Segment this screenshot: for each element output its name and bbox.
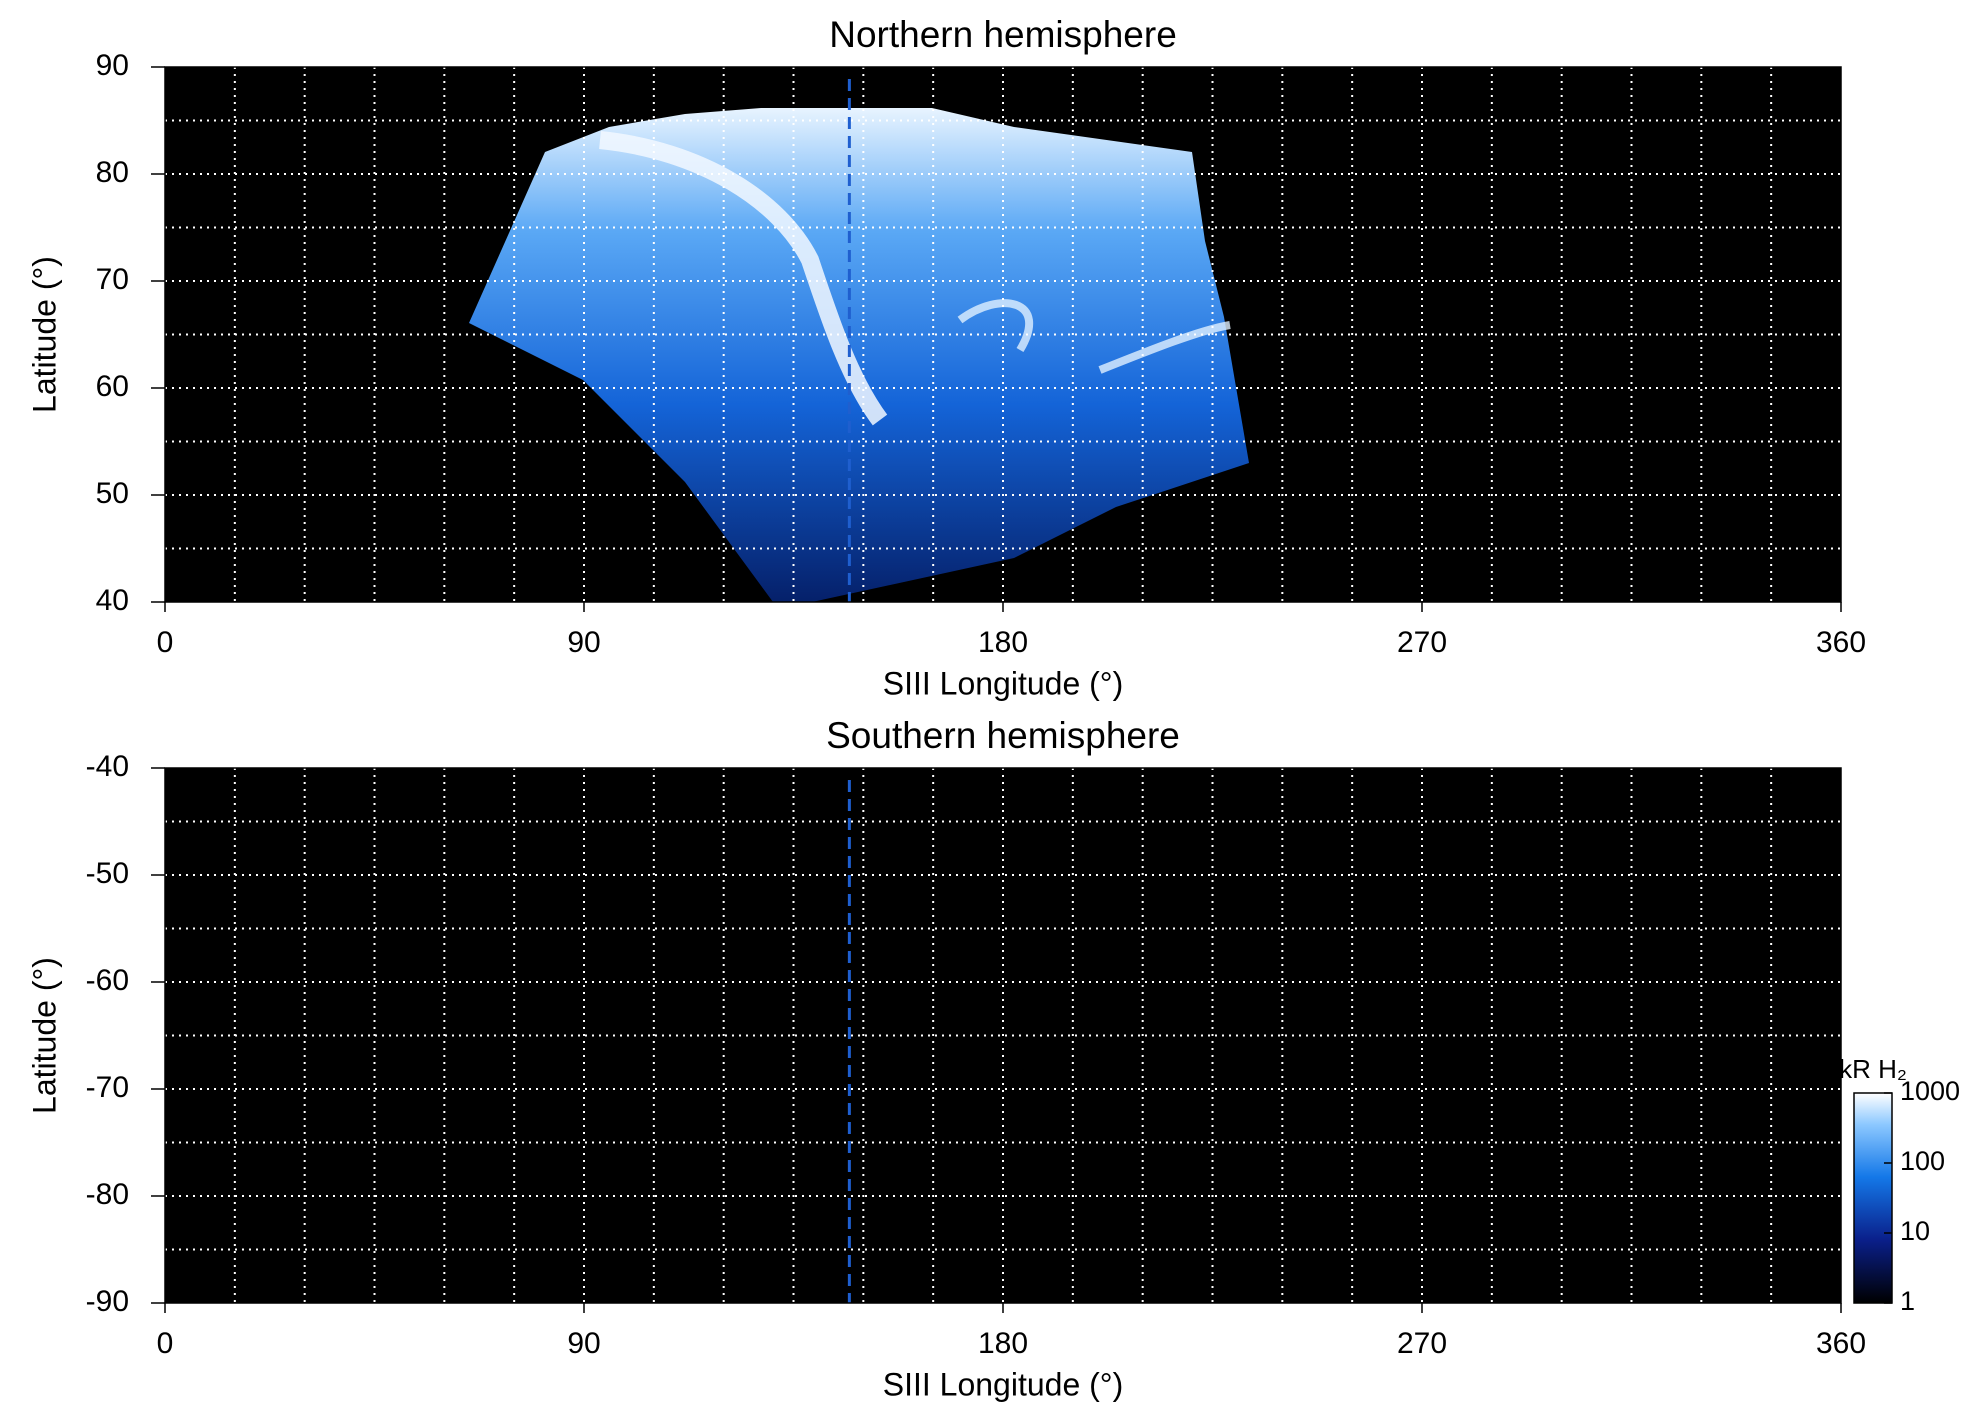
- x-axis-label: SIII Longitude (°): [883, 665, 1123, 701]
- y-tick-label: 90: [96, 49, 129, 82]
- x-tick-label: 90: [567, 626, 600, 659]
- colorbar: [1853, 1092, 1893, 1304]
- y-tick-label: -80: [86, 1178, 129, 1211]
- panel-north: 0 90 180 270 360 40 50 60 70 80 90 Northern hemisph…: [26, 14, 1866, 702]
- y-tick-label: 60: [96, 370, 129, 403]
- y-tick-label: -60: [86, 964, 129, 997]
- x-tick-label: 360: [1816, 626, 1866, 659]
- colorbar-tick-label: 10: [1900, 1216, 1930, 1246]
- x-tick-label: 180: [978, 1327, 1028, 1360]
- y-tick-label: 70: [96, 263, 129, 296]
- y-tick-label: 40: [96, 584, 129, 617]
- y-tick-label: -70: [86, 1071, 129, 1104]
- x-tick-label: 270: [1397, 1327, 1447, 1360]
- panel-title: Northern hemisphere: [829, 14, 1177, 55]
- y-tick-label: -50: [86, 857, 129, 890]
- y-tick-label: -90: [86, 1285, 129, 1318]
- colorbar-tick-label: 1000: [1900, 1076, 1960, 1106]
- panel-south: 0 90 180 270 360 -90 -80 -70 -60 -50 -40 Southern h…: [26, 715, 1960, 1403]
- x-tick-label: 180: [978, 626, 1028, 659]
- x-tick-label: 0: [157, 626, 174, 659]
- y-tick-label: 80: [96, 156, 129, 189]
- y-tick-label: 50: [96, 477, 129, 510]
- x-tick-label: 270: [1397, 626, 1447, 659]
- aurora-arc: [599, 131, 888, 426]
- y-tick-label: -40: [86, 750, 129, 783]
- y-axis-label: Latitude (°): [26, 256, 62, 413]
- colorbar-label: kR H₂: [1839, 1054, 1907, 1084]
- x-tick-label: 0: [157, 1327, 174, 1360]
- y-axis-label: Latitude (°): [26, 957, 62, 1114]
- colorbar-tick-label: 100: [1900, 1146, 1945, 1176]
- colorbar-tick-label: 1: [1900, 1286, 1915, 1316]
- x-tick-label: 360: [1816, 1327, 1866, 1360]
- panel-title: Southern hemisphere: [826, 715, 1180, 756]
- aurora-emission: [469, 108, 1249, 602]
- x-tick-label: 90: [567, 1327, 600, 1360]
- x-axis-label: SIII Longitude (°): [883, 1366, 1123, 1402]
